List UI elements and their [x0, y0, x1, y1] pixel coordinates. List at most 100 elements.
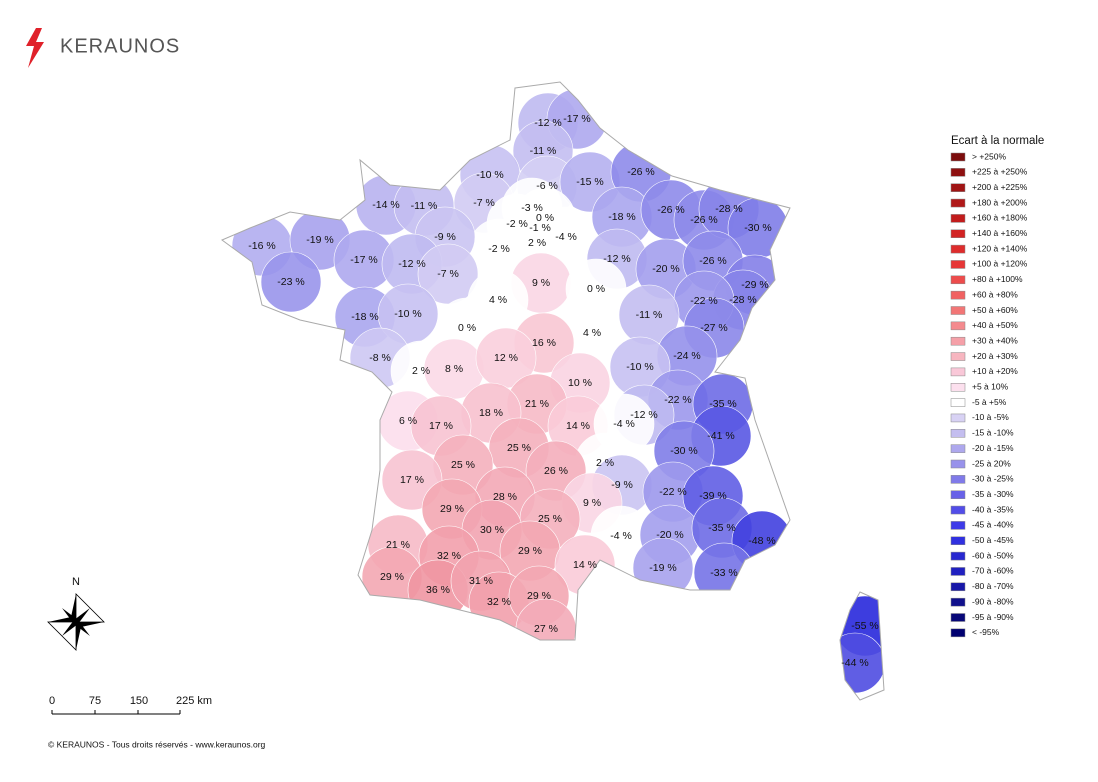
department-label: -6 % — [536, 180, 558, 192]
legend-swatch — [950, 582, 966, 592]
department-label: 0 % — [536, 212, 554, 224]
department-label: -15 % — [576, 176, 603, 188]
legend-label: -95 à -90% — [972, 612, 1014, 622]
map-fills — [231, 88, 884, 694]
department-label: -3 % — [521, 202, 543, 214]
legend-label: +140 à +160% — [972, 228, 1028, 238]
legend-label: +30 à +40% — [972, 335, 1018, 345]
department-label: 14 % — [573, 559, 597, 571]
legend-label: -30 à -25% — [972, 474, 1014, 484]
department-label: 32 % — [437, 550, 461, 562]
department-label: -7 % — [473, 197, 495, 209]
department-label: 2 % — [596, 457, 614, 469]
legend: > +250% +225 à +250% +200 à +225% +180 à +2… — [950, 151, 1028, 638]
department-label: 4 % — [489, 294, 507, 306]
department-label: 8 % — [445, 363, 463, 375]
legend-label: +120 à +140% — [972, 243, 1028, 253]
legend-swatch — [950, 551, 966, 561]
department-label: 17 % — [400, 474, 424, 486]
department-label: -4 % — [555, 231, 577, 243]
legend-swatch — [950, 290, 966, 300]
department-label: -27 % — [700, 322, 727, 334]
legend-swatch — [950, 367, 966, 377]
department-label: -8 % — [369, 352, 391, 364]
department-label: 0 % — [587, 283, 605, 295]
department-label: -26 % — [627, 166, 654, 178]
legend-label: -15 à -10% — [972, 428, 1014, 438]
department-label: 29 % — [380, 571, 404, 583]
department-label: -12 % — [603, 253, 630, 265]
department-label: 2 % — [412, 365, 430, 377]
legend-label: +180 à +200% — [972, 197, 1028, 207]
department-label: -48 % — [748, 535, 775, 547]
legend-swatch — [950, 152, 966, 162]
department-label: -4 % — [613, 418, 635, 430]
scale-label: 150 — [130, 695, 148, 707]
legend-label: -90 à -80% — [972, 596, 1014, 606]
department-label: 32 % — [487, 596, 511, 608]
legend-swatch — [950, 229, 966, 238]
north-label: N — [72, 576, 80, 588]
department-label: -19 % — [649, 562, 676, 574]
legend-label: -35 à -30% — [972, 489, 1014, 499]
department-label: -22 % — [659, 486, 686, 498]
department-label: 21 % — [386, 539, 410, 551]
legend-title: Ecart à la normale — [951, 135, 1044, 147]
department-label: -10 % — [394, 308, 421, 320]
legend-label: -70 à -60% — [972, 566, 1014, 576]
department-label: -9 % — [434, 231, 456, 243]
legend-swatch — [950, 613, 966, 622]
department-label: -26 % — [657, 204, 684, 216]
department-label: -10 % — [626, 361, 653, 373]
department-label: 4 % — [583, 327, 601, 339]
department-label: -17 % — [563, 113, 590, 125]
legend-label: +160 à +180% — [972, 213, 1028, 223]
legend-swatch — [950, 490, 966, 499]
department-label: 29 % — [440, 503, 464, 515]
scale-bar: 0 75 150 225 km — [49, 695, 212, 715]
department-label: -11 % — [530, 145, 557, 157]
department-label: -18 % — [608, 211, 635, 223]
department-label: -12 % — [398, 258, 425, 270]
department-label: -24 % — [673, 350, 700, 362]
legend-label: > +250% — [972, 151, 1006, 161]
compass: N — [47, 576, 105, 651]
legend-swatch — [950, 567, 966, 576]
department-label: 12 % — [494, 352, 518, 364]
department-label: -28 % — [715, 203, 742, 215]
legend-swatch — [950, 260, 966, 269]
department-label: -44 % — [841, 657, 868, 669]
department-label: -18 % — [351, 311, 378, 323]
department-label: -26 % — [690, 214, 717, 226]
legend-swatch — [950, 383, 966, 392]
copyright: © KERAUNOS - Tous droits réservés - www.… — [48, 739, 266, 749]
department-label: 31 % — [469, 575, 493, 587]
legend-swatch — [950, 198, 966, 208]
legend-swatch — [950, 336, 966, 346]
legend-label: +225 à +250% — [972, 167, 1028, 177]
legend-swatch — [950, 352, 966, 361]
legend-label: -10 à -5% — [972, 412, 1009, 422]
department-label: -41 % — [707, 430, 734, 442]
department-label: -11 % — [636, 309, 663, 321]
legend-label: -60 à -50% — [972, 550, 1014, 560]
legend-label: +20 à +30% — [972, 351, 1018, 361]
legend-swatch — [950, 536, 966, 545]
department-label: 21 % — [525, 398, 549, 410]
scale-label: 0 — [49, 695, 55, 707]
legend-label: -80 à -70% — [972, 581, 1014, 591]
legend-swatch — [950, 429, 966, 438]
department-label: -33 % — [710, 567, 737, 579]
legend-swatch — [950, 214, 966, 223]
legend-swatch — [950, 444, 966, 453]
department-label: 14 % — [566, 420, 590, 432]
department-label: -35 % — [709, 398, 736, 410]
department-label: -30 % — [744, 222, 771, 234]
department-label: -9 % — [611, 479, 633, 491]
legend-swatch — [950, 275, 966, 285]
legend-swatch — [950, 459, 966, 469]
legend-label: -50 à -45% — [972, 535, 1014, 545]
department-label: 9 % — [583, 497, 601, 509]
department-label: 25 % — [538, 513, 562, 525]
